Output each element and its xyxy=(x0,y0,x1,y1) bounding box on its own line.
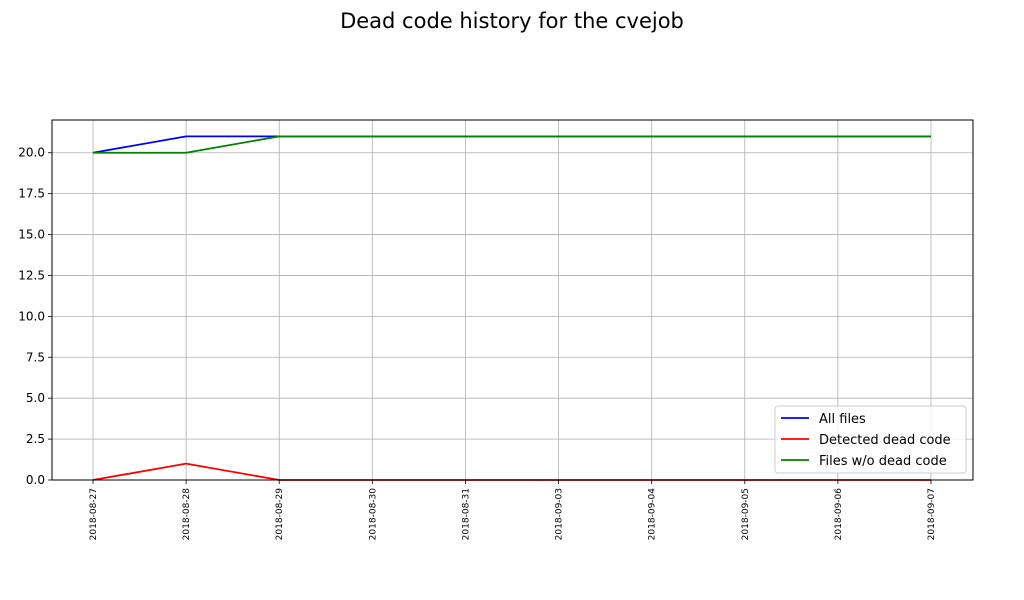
y-tick-label: 10.0 xyxy=(18,309,45,323)
y-tick-label: 0.0 xyxy=(26,473,45,487)
grid xyxy=(52,120,973,481)
x-tick-label: 2018-08-29 xyxy=(275,488,285,541)
x-tick-label: 2018-09-03 xyxy=(555,488,565,540)
chart-title: Dead code history for the cvejob xyxy=(340,9,684,33)
legend-label-files-without-dead-code: Files w/o dead code xyxy=(819,454,947,469)
legend: All files Detected dead code Files w/o d… xyxy=(774,405,967,474)
series-line-files-without-dead-code xyxy=(93,135,931,154)
y-tick-label: 15.0 xyxy=(18,228,45,242)
x-tick-label: 2018-09-04 xyxy=(648,488,658,541)
y-tick-label: 17.5 xyxy=(18,187,45,201)
x-axis: 2018-08-27 2018-08-28 2018-08-29 2018-08-30… xyxy=(89,480,937,540)
y-axis: 0.0 2.5 5.0 7.5 10.0 12.5 15.0 17.5 20.0 xyxy=(18,146,52,487)
x-tick-label: 2018-08-28 xyxy=(182,488,192,541)
x-tick-label: 2018-09-07 xyxy=(927,488,937,540)
legend-label-detected-dead-code: Detected dead code xyxy=(819,433,951,448)
y-tick-label: 7.5 xyxy=(26,350,45,364)
legend-label-all-files: All files xyxy=(819,412,866,427)
x-tick-label: 2018-08-31 xyxy=(461,488,471,540)
legend-box xyxy=(774,405,967,474)
series-line-all-files xyxy=(92,135,931,154)
y-tick-label: 20.0 xyxy=(18,146,45,160)
y-tick-label: 2.5 xyxy=(26,432,45,446)
x-tick-label: 2018-08-30 xyxy=(368,488,378,541)
y-tick-label: 5.0 xyxy=(26,391,45,405)
x-tick-label: 2018-09-06 xyxy=(834,488,844,541)
plot-frame xyxy=(51,119,974,481)
x-tick-label: 2018-09-05 xyxy=(741,488,751,540)
x-tick-label: 2018-08-27 xyxy=(89,488,99,540)
y-tick-label: 12.5 xyxy=(18,268,45,282)
